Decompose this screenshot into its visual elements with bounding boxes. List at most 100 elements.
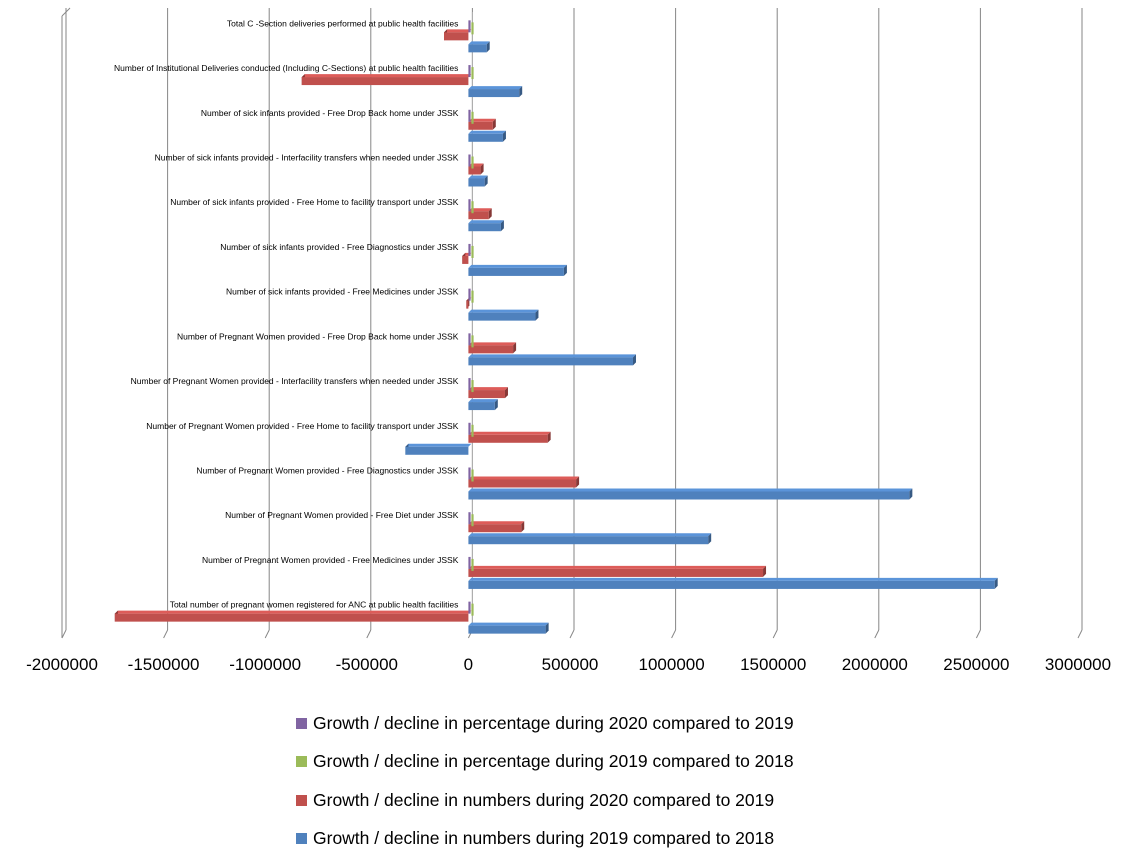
bar-face <box>468 626 545 634</box>
legend-item-pct-2019: Growth / decline in percentage during 20… <box>296 743 794 782</box>
gridline-floor <box>672 630 676 638</box>
bar-top <box>468 176 487 179</box>
bar-face <box>468 423 470 435</box>
bar-face <box>468 569 763 577</box>
gridline-floor <box>570 630 574 638</box>
bar-face <box>302 77 469 85</box>
bar-pct-2019 <box>471 22 473 34</box>
category-label: Number of sick infants provided - Free D… <box>220 242 458 252</box>
x-tick-label: 1000000 <box>639 655 705 674</box>
bar-pct-2019 <box>471 470 473 482</box>
bar-top <box>468 265 567 268</box>
bar-top <box>468 489 912 492</box>
gridline <box>875 8 879 638</box>
bar-top <box>468 578 997 581</box>
bar-face <box>468 357 633 365</box>
x-tick-label: 0 <box>464 655 473 674</box>
bar-face <box>468 581 994 589</box>
bar-num-2020 <box>444 29 471 40</box>
gridline-floor <box>976 630 980 638</box>
bar-num-2020 <box>468 432 550 443</box>
bar-pct-2020 <box>468 557 470 569</box>
bar-num-2019 <box>468 41 489 52</box>
legend-swatch-num-2019 <box>296 833 307 844</box>
bar-top <box>115 611 472 614</box>
bar-pct-2019 <box>471 559 473 571</box>
bar-num-2019 <box>468 86 522 97</box>
category-label: Number of sick infants provided - Free M… <box>226 287 459 297</box>
bar-pct-2020 <box>468 423 470 435</box>
bar-top <box>405 444 471 447</box>
bar-face <box>468 512 470 524</box>
category-label: Number of Pregnant Women provided - Free… <box>202 555 459 565</box>
bar-pct-2020 <box>468 512 470 524</box>
category-label: Total number of pregnant women registere… <box>170 600 459 610</box>
bar-face <box>468 134 503 142</box>
bar-pct-2019 <box>471 67 473 79</box>
bar-face <box>115 614 469 622</box>
x-tick-label: 1500000 <box>740 655 806 674</box>
bar-face <box>468 333 470 345</box>
bar-face <box>471 67 473 79</box>
bar-pct-2019 <box>471 380 473 392</box>
legend-swatch-pct-2019 <box>296 756 307 767</box>
category-label: Number of sick infants provided - Free D… <box>201 108 459 118</box>
bar-face <box>471 291 473 303</box>
bar-top <box>468 623 548 626</box>
bar-pct-2019 <box>471 335 473 347</box>
bar-face <box>471 246 473 258</box>
bar-num-2020 <box>115 611 472 622</box>
gridline <box>773 8 777 638</box>
bar-top <box>444 29 471 32</box>
bar-face <box>471 425 473 437</box>
legend-label-num-2019: Growth / decline in numbers during 2019 … <box>313 828 774 849</box>
bar-face <box>468 199 470 211</box>
bar-top <box>468 310 538 313</box>
bar-top <box>468 521 524 524</box>
gridline-floor <box>265 630 269 638</box>
category-label: Number of Pregnant Women provided - Free… <box>196 466 458 476</box>
bar-pct-2020 <box>468 65 470 77</box>
x-tick-label: -1500000 <box>128 655 200 674</box>
bar-num-2019 <box>468 489 912 500</box>
bar-face <box>471 201 473 213</box>
gridline <box>164 8 168 638</box>
bar-top <box>468 342 516 345</box>
legend-label-pct-2020: Growth / decline in percentage during 20… <box>313 713 794 734</box>
bar-face <box>468 223 501 231</box>
x-tick-label: 2500000 <box>943 655 1009 674</box>
gridline <box>265 8 269 638</box>
gridline-floor <box>1078 630 1082 638</box>
bar-num-2020 <box>468 164 483 175</box>
bar-face <box>466 301 468 309</box>
bar-face <box>471 604 473 616</box>
category-label: Number of Institutional Deliveries condu… <box>114 63 458 73</box>
bar-top <box>468 131 506 134</box>
bar-pct-2019 <box>471 604 473 616</box>
bar-pct-2019 <box>471 157 473 169</box>
bar-pct-2020 <box>468 378 470 390</box>
bar-pct-2020 <box>468 110 470 122</box>
x-tick-label: 500000 <box>542 655 599 674</box>
bar-face <box>468 289 470 301</box>
bar-face <box>471 157 473 169</box>
bar-face <box>471 470 473 482</box>
x-tick-label: 3000000 <box>1045 655 1111 674</box>
bar-top <box>302 74 472 77</box>
bar-num-2020 <box>468 477 579 488</box>
bar-num-2019 <box>468 310 538 321</box>
bar-top <box>468 566 766 569</box>
bar-face <box>471 380 473 392</box>
bar-pct-2020 <box>468 289 470 301</box>
legend-item-pct-2020: Growth / decline in percentage during 20… <box>296 704 794 743</box>
bar-top <box>468 387 508 390</box>
gridline <box>1078 8 1082 638</box>
bar-num-2019 <box>468 176 487 187</box>
bar-pct-2020 <box>468 244 470 256</box>
bar-face <box>468 244 470 256</box>
bar-face <box>468 313 535 321</box>
bar-face <box>468 435 547 443</box>
bar-num-2020 <box>302 74 472 85</box>
bar-face <box>471 514 473 526</box>
